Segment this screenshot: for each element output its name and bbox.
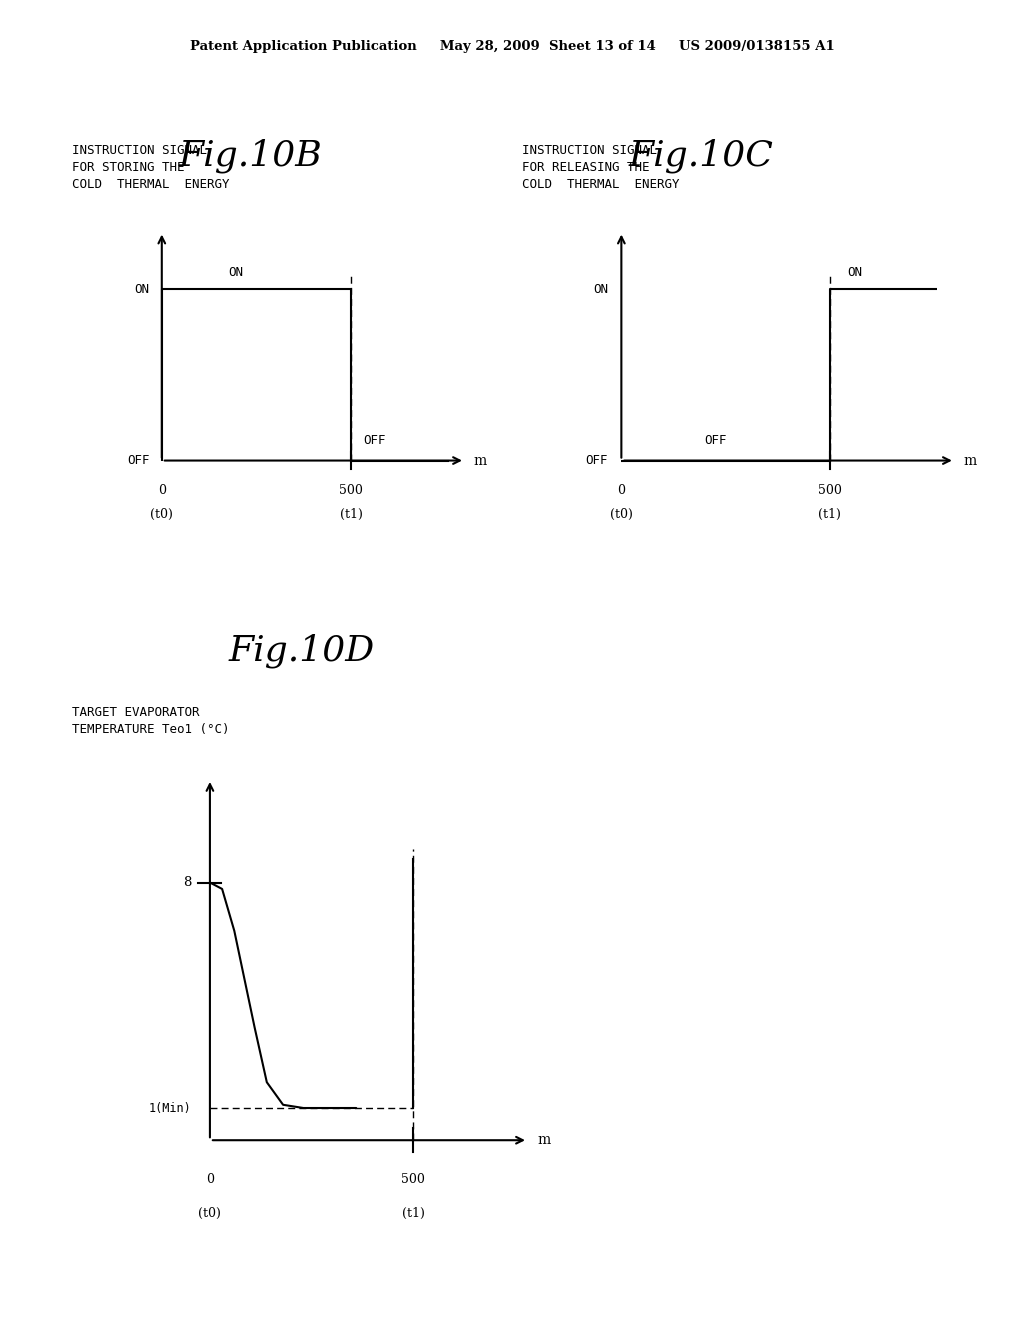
Text: (t0): (t0) bbox=[151, 508, 173, 520]
Text: m: m bbox=[473, 454, 486, 467]
Text: ON: ON bbox=[228, 267, 243, 280]
Text: 0: 0 bbox=[617, 484, 626, 498]
Text: 500: 500 bbox=[818, 484, 842, 498]
Text: 500: 500 bbox=[401, 1173, 425, 1187]
Text: OFF: OFF bbox=[703, 434, 726, 447]
Text: ON: ON bbox=[848, 267, 863, 280]
Text: (t1): (t1) bbox=[340, 508, 362, 520]
Text: ON: ON bbox=[134, 282, 150, 296]
Text: (t0): (t0) bbox=[610, 508, 633, 520]
Text: (t1): (t1) bbox=[818, 508, 841, 520]
Text: INSTRUCTION SIGNAL
FOR STORING THE
COLD  THERMAL  ENERGY: INSTRUCTION SIGNAL FOR STORING THE COLD … bbox=[72, 144, 229, 191]
Text: Patent Application Publication     May 28, 2009  Sheet 13 of 14     US 2009/0138: Patent Application Publication May 28, 2… bbox=[189, 40, 835, 53]
Text: INSTRUCTION SIGNAL
FOR RELEASING THE
COLD  THERMAL  ENERGY: INSTRUCTION SIGNAL FOR RELEASING THE COL… bbox=[522, 144, 680, 191]
Text: OFF: OFF bbox=[127, 454, 150, 467]
Text: (t1): (t1) bbox=[401, 1206, 425, 1220]
Text: Fig.10D: Fig.10D bbox=[229, 634, 375, 668]
Text: (t0): (t0) bbox=[199, 1206, 221, 1220]
Text: 8: 8 bbox=[183, 876, 191, 888]
Text: 1(Min): 1(Min) bbox=[148, 1101, 191, 1114]
Text: m: m bbox=[964, 454, 977, 467]
Text: 0: 0 bbox=[206, 1173, 214, 1187]
Text: 500: 500 bbox=[339, 484, 364, 498]
Text: OFF: OFF bbox=[586, 454, 608, 467]
Text: Fig.10B: Fig.10B bbox=[179, 139, 323, 173]
Text: TARGET EVAPORATOR
TEMPERATURE Teo1 (°C): TARGET EVAPORATOR TEMPERATURE Teo1 (°C) bbox=[72, 706, 229, 737]
Text: Fig.10C: Fig.10C bbox=[629, 139, 774, 173]
Text: 0: 0 bbox=[158, 484, 166, 498]
Text: ON: ON bbox=[593, 282, 608, 296]
Text: OFF: OFF bbox=[364, 434, 386, 447]
Text: m: m bbox=[537, 1133, 550, 1147]
